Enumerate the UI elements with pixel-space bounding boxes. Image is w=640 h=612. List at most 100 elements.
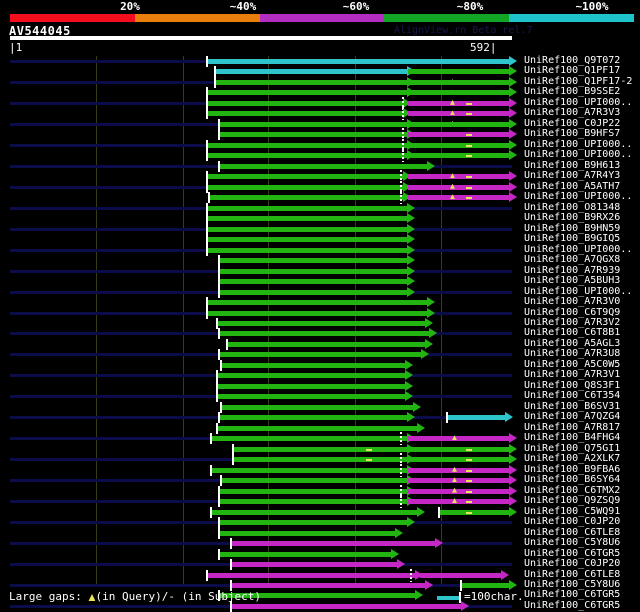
hsp-segment[interactable] bbox=[230, 600, 469, 612]
hsp-segment[interactable] bbox=[216, 380, 413, 392]
hit-label[interactable]: UniRef100_B6SV31 bbox=[524, 400, 621, 412]
hit-label[interactable]: UniRef100_C0JP22 bbox=[524, 117, 621, 129]
alignment-row[interactable] bbox=[0, 223, 640, 235]
hsp-segment[interactable] bbox=[232, 454, 415, 466]
hit-label[interactable]: UniRef100_A7R4Y3 bbox=[524, 170, 621, 182]
alignment-row[interactable] bbox=[0, 391, 640, 403]
hsp-segment[interactable] bbox=[218, 517, 415, 529]
hit-label[interactable]: UniRef100_A7R3V0 bbox=[524, 296, 621, 308]
hsp-segment[interactable] bbox=[218, 412, 415, 424]
alignment-row[interactable] bbox=[0, 160, 640, 172]
hsp-segment[interactable] bbox=[408, 129, 517, 140]
hsp-segment[interactable] bbox=[206, 139, 415, 151]
hit-label[interactable]: UniRef100_B9RX26 bbox=[524, 212, 621, 224]
alignment-row[interactable] bbox=[0, 328, 640, 340]
hsp-segment[interactable] bbox=[206, 223, 415, 235]
hsp-segment[interactable] bbox=[408, 139, 517, 150]
alignment-row[interactable] bbox=[0, 286, 640, 298]
hit-label[interactable]: UniRef100_UPI000.. bbox=[524, 138, 633, 150]
alignment-row[interactable] bbox=[0, 401, 640, 413]
alignment-row[interactable] bbox=[0, 180, 640, 194]
hsp-segment[interactable] bbox=[408, 433, 517, 444]
alignment-row[interactable] bbox=[0, 484, 640, 498]
hsp-segment[interactable] bbox=[206, 202, 415, 214]
hsp-segment[interactable] bbox=[408, 118, 517, 129]
hit-label[interactable]: UniRef100_A7R3V3 bbox=[524, 107, 621, 119]
alignment-row[interactable] bbox=[0, 338, 640, 350]
hsp-segment[interactable] bbox=[408, 192, 517, 203]
hit-label[interactable]: UniRef100_C6TLE8 bbox=[524, 526, 621, 538]
alignment-row[interactable] bbox=[0, 506, 640, 518]
alignment-row[interactable] bbox=[0, 307, 640, 319]
hsp-segment[interactable] bbox=[408, 66, 517, 77]
hsp-segment[interactable] bbox=[408, 171, 517, 182]
alignment-row[interactable] bbox=[0, 107, 640, 121]
hit-label[interactable]: UniRef100_C5Y8U6 bbox=[524, 537, 621, 549]
hsp-segment[interactable] bbox=[216, 391, 413, 403]
hsp-segment[interactable] bbox=[408, 108, 517, 119]
alignment-row[interactable] bbox=[0, 359, 640, 371]
hit-label[interactable]: UniRef100_C0JP20 bbox=[524, 516, 621, 528]
hit-label[interactable]: UniRef100_Q1PF17 bbox=[524, 65, 621, 77]
hit-label[interactable]: UniRef100_C6TGR5 bbox=[524, 547, 621, 559]
hit-label[interactable]: UniRef100_B9GIQ5 bbox=[524, 233, 621, 245]
hit-label[interactable]: UniRef100_B9HN59 bbox=[524, 222, 621, 234]
hsp-segment[interactable] bbox=[408, 87, 517, 98]
hsp-segment[interactable] bbox=[408, 485, 517, 496]
hit-label[interactable]: UniRef100_A5AGL3 bbox=[524, 337, 621, 349]
hsp-segment[interactable] bbox=[408, 464, 517, 475]
alignment-row[interactable] bbox=[0, 202, 640, 214]
alignment-row[interactable] bbox=[0, 432, 640, 446]
alignment-row[interactable] bbox=[0, 318, 640, 329]
alignment-row[interactable] bbox=[0, 234, 640, 246]
hsp-segment[interactable] bbox=[214, 66, 415, 78]
alignment-row[interactable] bbox=[0, 370, 640, 382]
hsp-segment[interactable] bbox=[220, 475, 415, 487]
hsp-segment[interactable] bbox=[206, 297, 435, 309]
alignment-row[interactable] bbox=[0, 590, 640, 602]
hit-label[interactable]: UniRef100_A5ATH7 bbox=[524, 180, 621, 192]
alignment-row[interactable] bbox=[0, 66, 640, 78]
hsp-segment[interactable] bbox=[218, 265, 415, 277]
hsp-segment[interactable] bbox=[208, 192, 411, 204]
hsp-segment[interactable] bbox=[218, 328, 437, 340]
hit-label[interactable]: UniRef100_Q8S3F1 bbox=[524, 379, 621, 391]
alignment-row[interactable] bbox=[0, 538, 640, 550]
hsp-segment[interactable] bbox=[206, 213, 415, 225]
alignment-row[interactable] bbox=[0, 548, 640, 560]
alignment-row[interactable] bbox=[0, 170, 640, 184]
hsp-segment[interactable] bbox=[218, 118, 415, 130]
hsp-segment[interactable] bbox=[408, 97, 517, 108]
hsp-segment[interactable] bbox=[408, 496, 517, 507]
hsp-segment[interactable] bbox=[438, 506, 517, 518]
alignment-row[interactable] bbox=[0, 600, 640, 612]
hit-label[interactable]: UniRef100_C6T8B1 bbox=[524, 327, 621, 339]
hsp-segment[interactable] bbox=[408, 76, 517, 87]
hit-label[interactable]: UniRef100_C5Y8U6 bbox=[524, 579, 621, 590]
hsp-segment[interactable] bbox=[214, 76, 415, 88]
hsp-segment[interactable] bbox=[206, 569, 423, 581]
hit-label[interactable]: UniRef100_UPI000.. bbox=[524, 285, 633, 297]
hsp-segment[interactable] bbox=[218, 548, 399, 560]
hit-label[interactable]: UniRef100_A5C0W5 bbox=[524, 358, 621, 370]
hsp-segment[interactable] bbox=[230, 580, 433, 591]
hit-label[interactable]: UniRef100_A7R817 bbox=[524, 421, 621, 433]
hsp-segment[interactable] bbox=[206, 181, 411, 193]
hit-label[interactable]: UniRef100_C0JP20 bbox=[524, 558, 621, 570]
alignment-row[interactable] bbox=[0, 96, 640, 110]
hit-label[interactable]: UniRef100_Q1PF17-2 bbox=[524, 75, 633, 87]
hsp-segment[interactable] bbox=[216, 370, 413, 382]
alignment-row[interactable] bbox=[0, 412, 640, 424]
hit-label[interactable]: UniRef100_UPI000.. bbox=[524, 191, 633, 203]
alignment-row[interactable] bbox=[0, 265, 640, 277]
hsp-segment[interactable] bbox=[206, 150, 415, 162]
hsp-segment[interactable] bbox=[218, 485, 415, 497]
hsp-segment[interactable] bbox=[226, 338, 433, 350]
alignment-row[interactable] bbox=[0, 443, 640, 455]
hit-label[interactable]: UniRef100_UPI000.. bbox=[524, 149, 633, 161]
alignment-row[interactable] bbox=[0, 349, 640, 361]
hit-label[interactable]: UniRef100_A7R3V2 bbox=[524, 317, 621, 328]
hit-label[interactable]: UniRef100_B6SY64 bbox=[524, 474, 621, 486]
hsp-segment[interactable] bbox=[420, 569, 509, 580]
alignment-row[interactable] bbox=[0, 559, 640, 571]
